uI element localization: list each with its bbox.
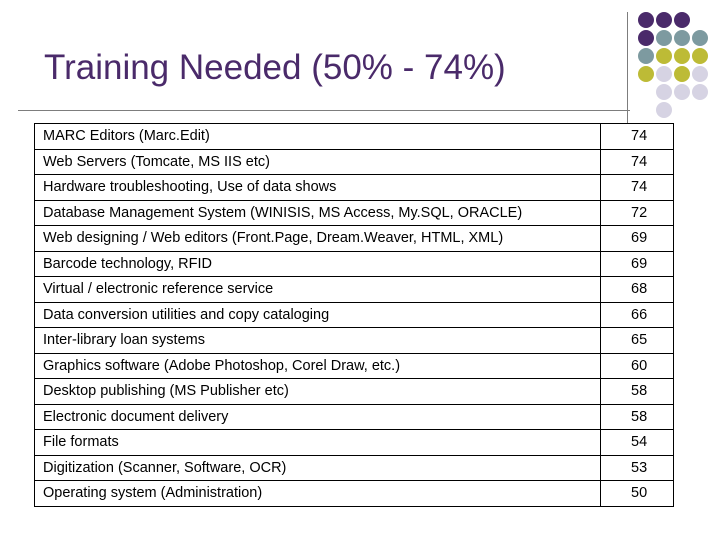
percentage-cell: 66 [600, 301, 674, 328]
decorative-dot [656, 66, 672, 82]
decorative-dot [656, 30, 672, 46]
table-row: Inter-library loan systems 65 [34, 327, 674, 354]
percentage-cell: 74 [600, 123, 674, 150]
table-row: Virtual / electronic reference service 68 [34, 276, 674, 303]
training-topic-cell: Desktop publishing (MS Publisher etc) [34, 378, 601, 405]
decorative-dot [656, 102, 672, 118]
training-topic-cell: Barcode technology, RFID [34, 250, 601, 277]
training-topic-cell: Web Servers (Tomcate, MS IIS etc) [34, 148, 601, 175]
decorative-dot [656, 48, 672, 64]
training-topic-cell: Database Management System (WINISIS, MS … [34, 199, 601, 226]
decorative-dot [638, 102, 654, 118]
percentage-cell: 74 [600, 174, 674, 201]
table-row: Barcode technology, RFID 69 [34, 250, 674, 277]
percentage-cell: 65 [600, 327, 674, 354]
training-topic-cell: Hardware troubleshooting, Use of data sh… [34, 174, 601, 201]
percentage-cell: 53 [600, 454, 674, 481]
training-topic-cell: MARC Editors (Marc.Edit) [34, 123, 601, 150]
decorative-dot [692, 30, 708, 46]
vertical-divider [627, 12, 628, 124]
decorative-dot [674, 102, 690, 118]
decorative-dot [674, 30, 690, 46]
training-needs-table: MARC Editors (Marc.Edit) 74 Web Servers (T… [34, 123, 674, 507]
training-topic-cell: Digitization (Scanner, Software, OCR) [34, 454, 601, 481]
decorative-dot [638, 84, 654, 100]
decorative-dot [656, 84, 672, 100]
decorative-dot [638, 30, 654, 46]
table-row: Data conversion utilities and copy catal… [34, 301, 674, 328]
percentage-cell: 58 [600, 403, 674, 430]
decorative-dot-grid [638, 12, 708, 118]
percentage-cell: 60 [600, 352, 674, 379]
percentage-cell: 74 [600, 148, 674, 175]
decorative-dot [674, 84, 690, 100]
decorative-dot [638, 66, 654, 82]
decorative-dot [656, 12, 672, 28]
table-row: Hardware troubleshooting, Use of data sh… [34, 174, 674, 201]
decorative-dot [692, 48, 708, 64]
training-topic-cell: File formats [34, 429, 601, 456]
decorative-dot [692, 12, 708, 28]
percentage-cell: 72 [600, 199, 674, 226]
table-row: Web Servers (Tomcate, MS IIS etc) 74 [34, 148, 674, 175]
table-row: File formats 54 [34, 429, 674, 456]
training-topic-cell: Operating system (Administration) [34, 480, 601, 507]
decorative-dot [692, 102, 708, 118]
table-row: Operating system (Administration) 50 [34, 480, 674, 507]
table-row: Web designing / Web editors (Front.Page,… [34, 225, 674, 252]
percentage-cell: 54 [600, 429, 674, 456]
table-row: Graphics software (Adobe Photoshop, Core… [34, 352, 674, 379]
percentage-cell: 69 [600, 250, 674, 277]
table-row: MARC Editors (Marc.Edit) 74 [34, 123, 674, 150]
decorative-dot [674, 12, 690, 28]
table-row: Electronic document delivery 58 [34, 403, 674, 430]
percentage-cell: 58 [600, 378, 674, 405]
training-topic-cell: Inter-library loan systems [34, 327, 601, 354]
decorative-dot [692, 66, 708, 82]
percentage-cell: 50 [600, 480, 674, 507]
table-row: Desktop publishing (MS Publisher etc) 58 [34, 378, 674, 405]
table-row: Database Management System (WINISIS, MS … [34, 199, 674, 226]
table-body: MARC Editors (Marc.Edit) 74 Web Servers (T… [34, 123, 674, 507]
decorative-dot [692, 84, 708, 100]
title-divider [18, 110, 630, 111]
training-topic-cell: Graphics software (Adobe Photoshop, Core… [34, 352, 601, 379]
training-topic-cell: Data conversion utilities and copy catal… [34, 301, 601, 328]
decorative-dot [674, 48, 690, 64]
decorative-dot [674, 66, 690, 82]
percentage-cell: 68 [600, 276, 674, 303]
decorative-dot [638, 12, 654, 28]
table-row: Digitization (Scanner, Software, OCR) 53 [34, 454, 674, 481]
training-topic-cell: Web designing / Web editors (Front.Page,… [34, 225, 601, 252]
training-topic-cell: Electronic document delivery [34, 403, 601, 430]
percentage-cell: 69 [600, 225, 674, 252]
slide-title: Training Needed (50% - 74%) [44, 48, 506, 87]
training-topic-cell: Virtual / electronic reference service [34, 276, 601, 303]
decorative-dot [638, 48, 654, 64]
